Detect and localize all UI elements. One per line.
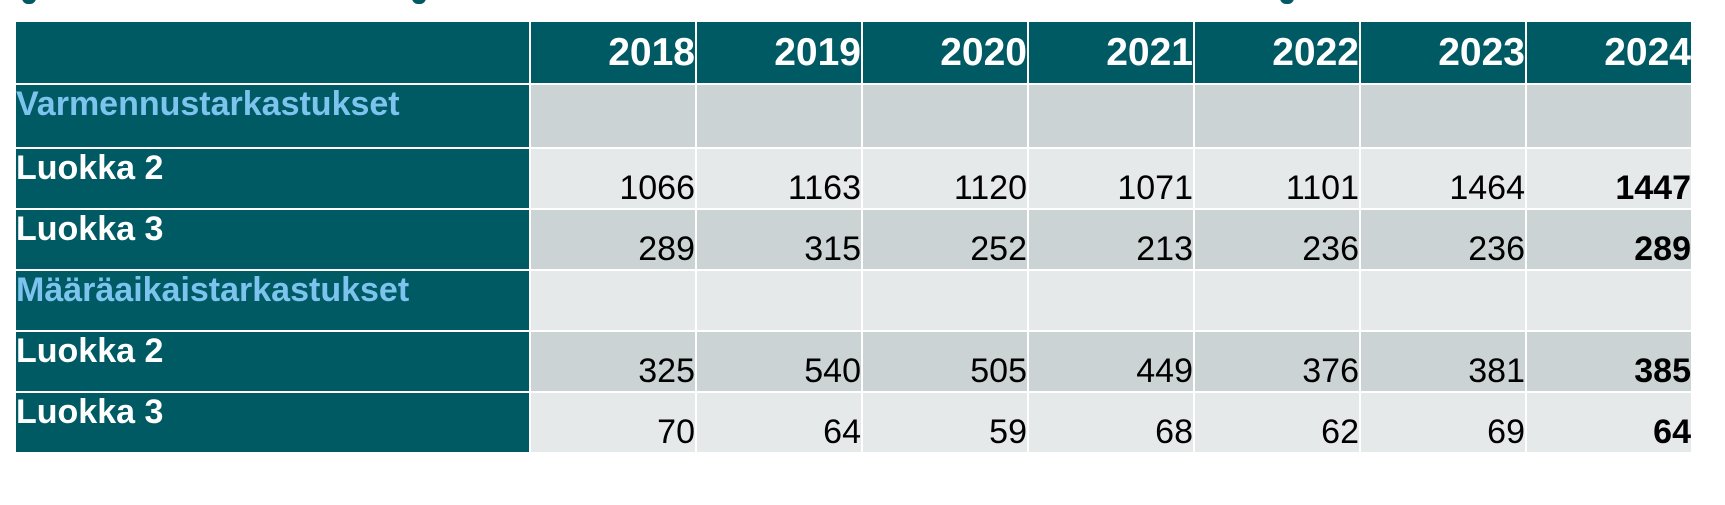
header-corner-cell xyxy=(14,20,531,85)
section-label: Määräaikaistarkastukset xyxy=(14,269,531,332)
value-cell-2022 xyxy=(1193,83,1361,149)
value-cell-2020: 505 xyxy=(861,330,1029,393)
value-cell-2019 xyxy=(695,83,863,149)
value-cell-2018 xyxy=(529,83,697,149)
title-fragment xyxy=(22,0,36,4)
row-label: Luokka 2 xyxy=(14,330,531,393)
year-header-2024: 2024 xyxy=(1525,20,1693,85)
row-label: Luokka 2 xyxy=(14,147,531,210)
value-cell-2022: 62 xyxy=(1193,391,1361,454)
table-row: Luokka 3 70 64 59 68 62 69 64 xyxy=(14,391,1693,454)
value-cell-2024: 289 xyxy=(1525,208,1693,271)
value-cell-2021: 68 xyxy=(1027,391,1195,454)
value-cell-2023: 236 xyxy=(1359,208,1527,271)
section-row: Varmennustarkastukset xyxy=(14,83,1693,149)
value-cell-2018: 289 xyxy=(529,208,697,271)
value-cell-2023 xyxy=(1359,269,1527,332)
value-cell-2021: 213 xyxy=(1027,208,1195,271)
table-row: Luokka 2 325 540 505 449 376 381 385 xyxy=(14,330,1693,393)
value-cell-2020: 59 xyxy=(861,391,1029,454)
value-cell-2019: 1163 xyxy=(695,147,863,210)
value-cell-2021 xyxy=(1027,269,1195,332)
value-cell-2022: 236 xyxy=(1193,208,1361,271)
value-cell-2019: 540 xyxy=(695,330,863,393)
value-cell-2023: 381 xyxy=(1359,330,1527,393)
value-cell-2019: 315 xyxy=(695,208,863,271)
value-cell-2020: 1120 xyxy=(861,147,1029,210)
value-cell-2022: 376 xyxy=(1193,330,1361,393)
value-cell-2024 xyxy=(1525,269,1693,332)
value-cell-2022 xyxy=(1193,269,1361,332)
value-cell-2023 xyxy=(1359,83,1527,149)
value-cell-2020 xyxy=(861,83,1029,149)
value-cell-2018: 1066 xyxy=(529,147,697,210)
value-cell-2024: 64 xyxy=(1525,391,1693,454)
year-header-2021: 2021 xyxy=(1027,20,1195,85)
year-header-2018: 2018 xyxy=(529,20,697,85)
section-label: Varmennustarkastukset xyxy=(14,83,531,149)
row-label: Luokka 3 xyxy=(14,208,531,271)
value-cell-2019: 64 xyxy=(695,391,863,454)
table-row: Luokka 3 289 315 252 213 236 236 289 xyxy=(14,208,1693,271)
inspection-stats-table: 2018 2019 2020 2021 2022 2023 2024 Varme… xyxy=(14,20,1693,454)
value-cell-2019 xyxy=(695,269,863,332)
value-cell-2023: 1464 xyxy=(1359,147,1527,210)
table-body: 2018 2019 2020 2021 2022 2023 2024 Varme… xyxy=(14,20,1693,454)
value-cell-2020 xyxy=(861,269,1029,332)
cropped-title-fragments xyxy=(0,0,1725,6)
value-cell-2021: 1071 xyxy=(1027,147,1195,210)
title-fragment xyxy=(1280,0,1294,4)
header-row: 2018 2019 2020 2021 2022 2023 2024 xyxy=(14,20,1693,85)
value-cell-2021: 449 xyxy=(1027,330,1195,393)
value-cell-2024 xyxy=(1525,83,1693,149)
year-header-2023: 2023 xyxy=(1359,20,1527,85)
title-fragment xyxy=(412,0,426,4)
row-label: Luokka 3 xyxy=(14,391,531,454)
value-cell-2023: 69 xyxy=(1359,391,1527,454)
value-cell-2024: 1447 xyxy=(1525,147,1693,210)
value-cell-2018: 325 xyxy=(529,330,697,393)
year-header-2022: 2022 xyxy=(1193,20,1361,85)
year-header-2019: 2019 xyxy=(695,20,863,85)
value-cell-2018: 70 xyxy=(529,391,697,454)
section-row: Määräaikaistarkastukset xyxy=(14,269,1693,332)
value-cell-2022: 1101 xyxy=(1193,147,1361,210)
value-cell-2018 xyxy=(529,269,697,332)
value-cell-2020: 252 xyxy=(861,208,1029,271)
value-cell-2021 xyxy=(1027,83,1195,149)
table-row: Luokka 2 1066 1163 1120 1071 1101 1464 1447 xyxy=(14,147,1693,210)
year-header-2020: 2020 xyxy=(861,20,1029,85)
value-cell-2024: 385 xyxy=(1525,330,1693,393)
